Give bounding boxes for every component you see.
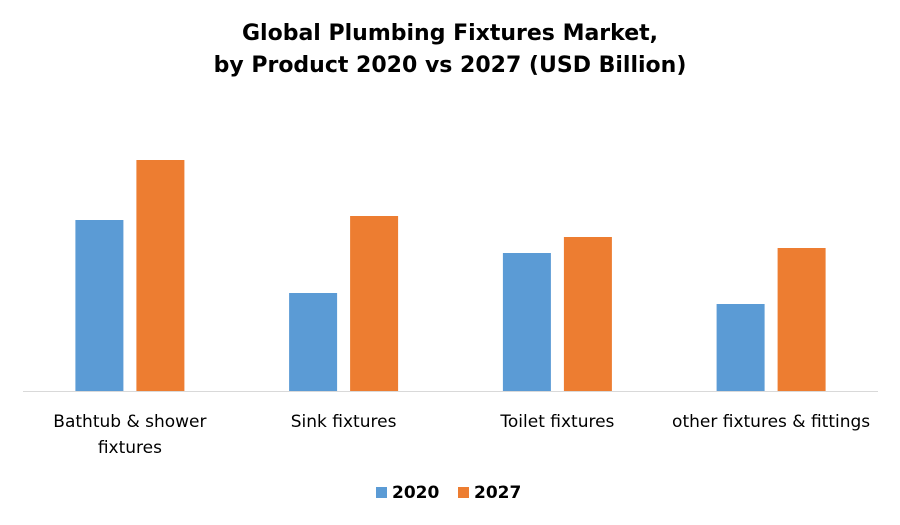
bar-2020-3 — [716, 304, 765, 391]
legend-swatch-2020 — [376, 487, 387, 498]
bar-2020-0 — [75, 220, 124, 391]
chart-title-line-2: by Product 2020 vs 2027 (USD Billion) — [213, 53, 687, 78]
bar-2027-0 — [136, 160, 185, 391]
category-label-0: Bathtub & shower fixtures — [53, 412, 206, 458]
bar-2027-1 — [350, 216, 399, 391]
bar-2027-2 — [563, 237, 612, 391]
category-label-3: other fixtures & fittings — [672, 412, 870, 432]
legend-label-2020: 2020 — [392, 483, 439, 503]
chart-title: Global Plumbing Fixtures Market, by Prod… — [0, 18, 900, 82]
legend-swatch-2027 — [458, 487, 469, 498]
legend-label-2027: 2027 — [474, 483, 521, 503]
category-label-1: Sink fixtures — [291, 412, 397, 432]
category-label-2: Toilet fixtures — [499, 412, 614, 432]
bar-2020-1 — [289, 293, 338, 391]
bar-2027-3 — [777, 248, 826, 391]
bar-2020-2 — [502, 253, 551, 391]
chart-title-line-1: Global Plumbing Fixtures Market, — [241, 21, 658, 46]
